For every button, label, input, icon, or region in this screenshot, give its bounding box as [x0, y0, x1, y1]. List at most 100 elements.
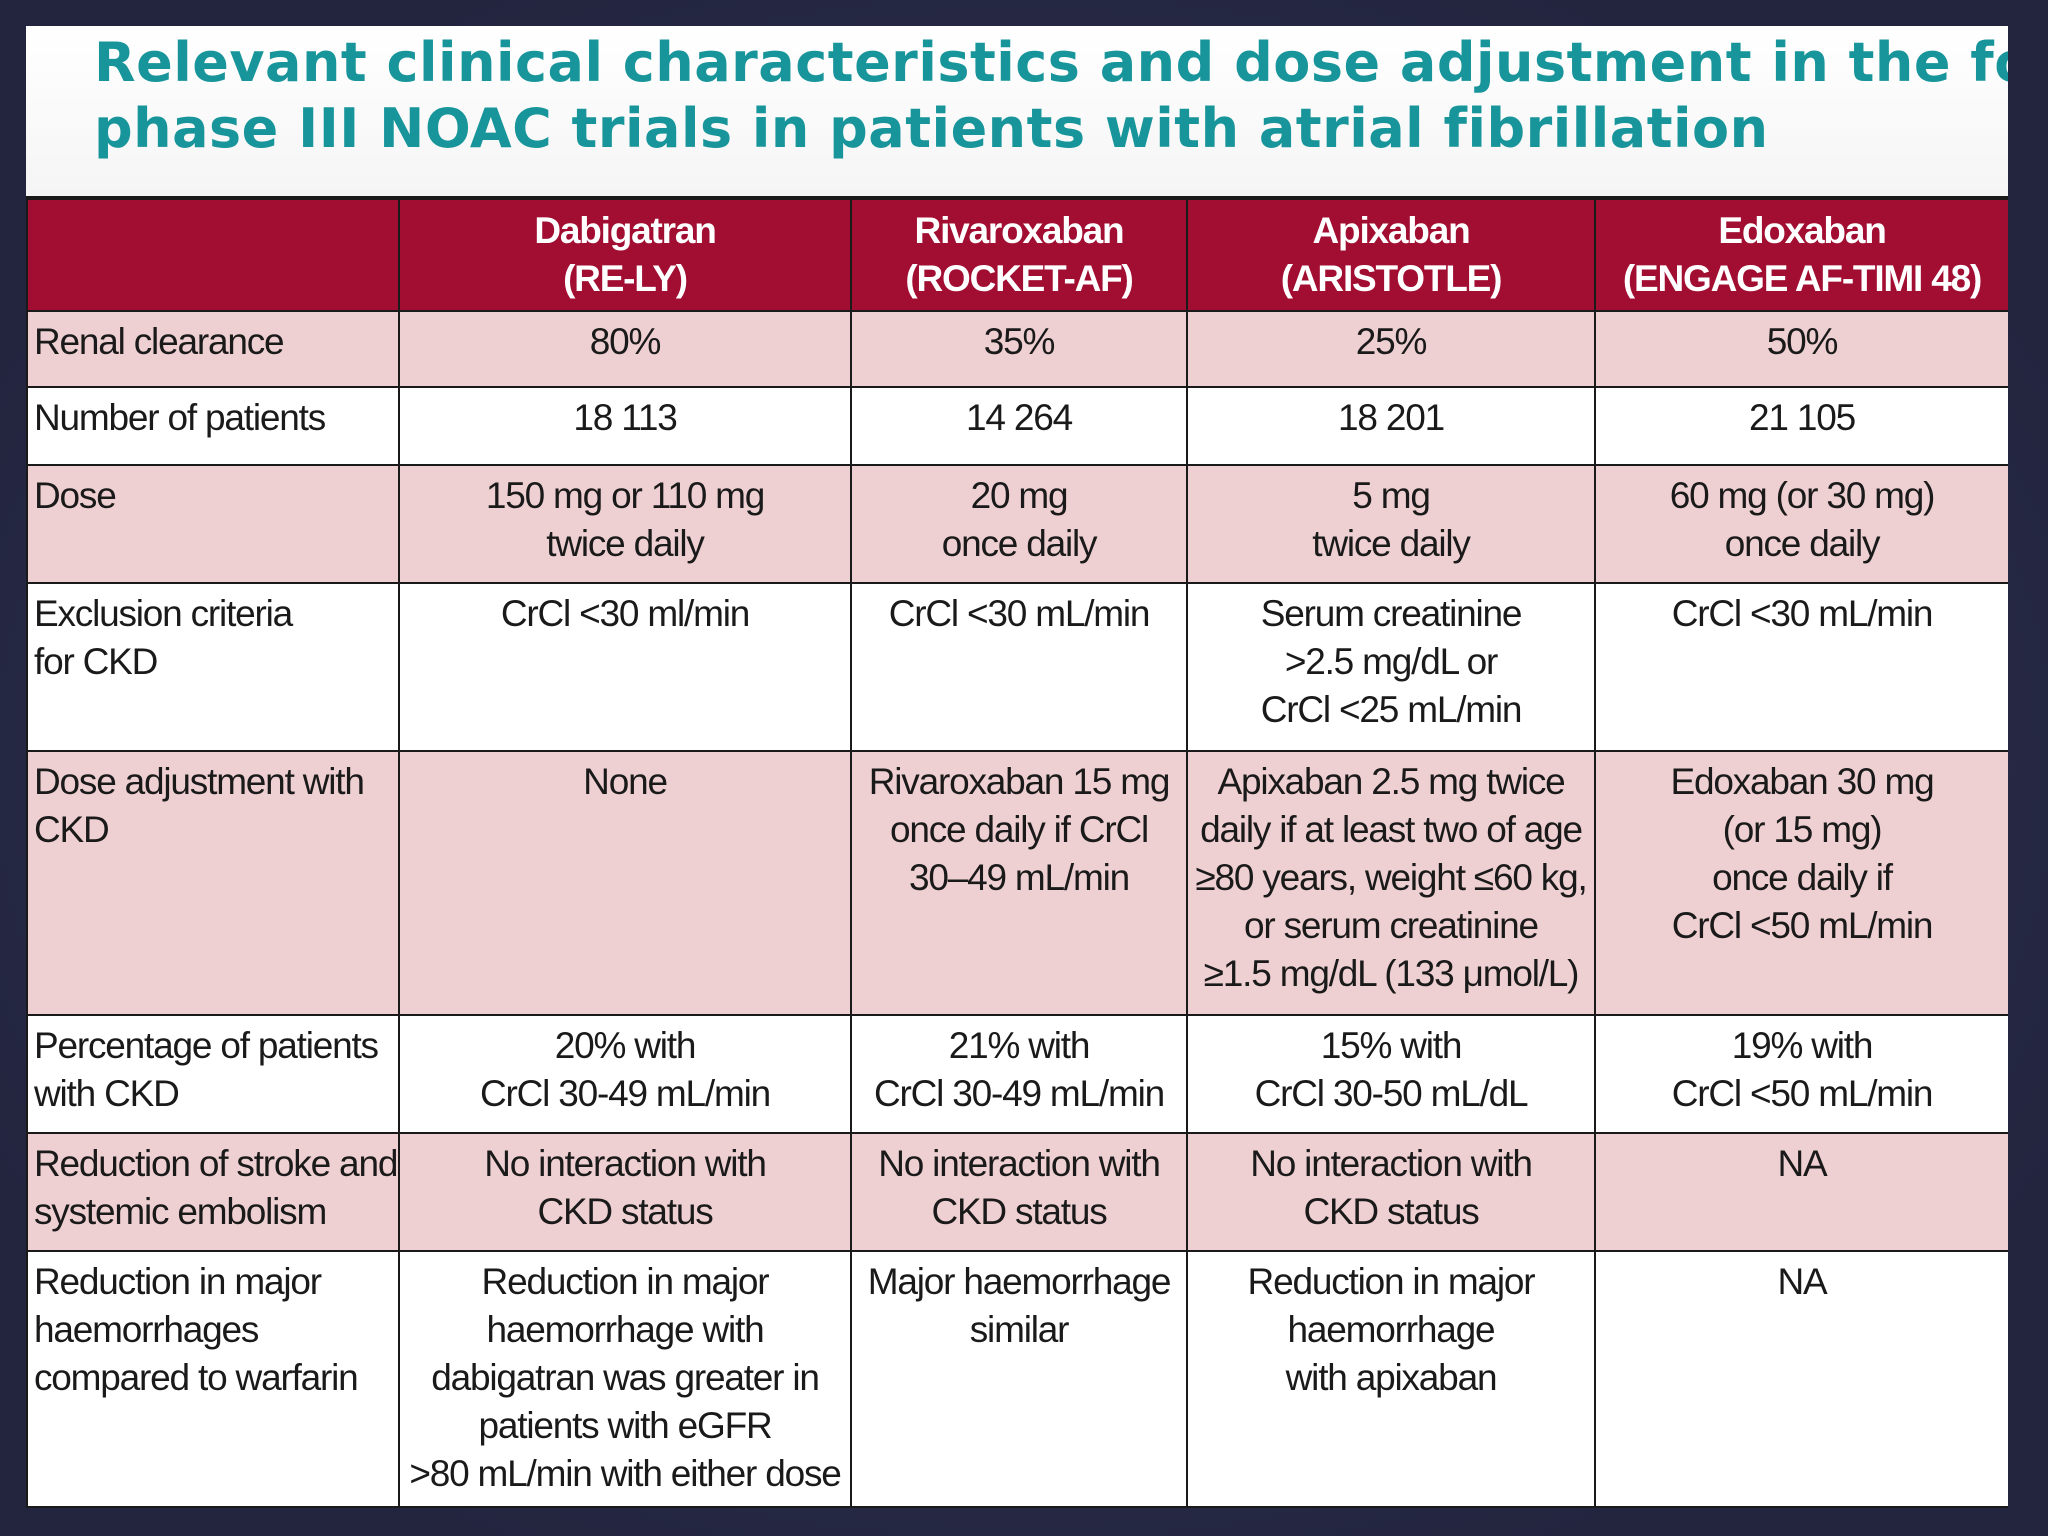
cell-line: 5 mg — [1352, 475, 1431, 516]
cell-line: >2.5 mg/dL or — [1284, 641, 1499, 682]
cell-line: CrCl <30 ml/min — [500, 593, 750, 634]
column-header-drug: Dabigatran — [534, 210, 716, 251]
column-header-rivaroxaban: Rivaroxaban (ROCKET-AF) — [850, 196, 1188, 312]
cell-line: 21% with — [948, 1025, 1091, 1066]
cell-edoxaban: 19% with CrCl <50 mL/min — [1594, 1014, 2008, 1134]
cell-line: patients with eGFR — [478, 1405, 772, 1446]
slide-title-line: Relevant clinical characteristics and do… — [94, 31, 2008, 94]
cell-line: CrCl <30 mL/min — [888, 593, 1151, 634]
cell-line: CrCl 30-49 mL/min — [479, 1073, 771, 1114]
row-number-of-patients: Number of patients 18 113 14 264 18 201 21 1… — [26, 386, 2008, 466]
row-haemorrhage-reduction: Reduction in major haemorrhages compared t… — [26, 1250, 2008, 1508]
cell-line: CrCl 30-49 mL/min — [873, 1073, 1165, 1114]
table-body: Renal clearance 80% 35% 25% 50% Number of pat… — [26, 310, 2008, 1508]
row-percentage-ckd: Percentage of patients with CKD 20% with Cr… — [26, 1014, 2008, 1134]
row-label-cell: Renal clearance — [26, 310, 400, 388]
cell-line: 18 113 — [573, 397, 677, 438]
cell-line: Reduction in major — [1247, 1261, 1536, 1302]
row-stroke-reduction: Reduction of stroke and systemic embolism… — [26, 1132, 2008, 1252]
cell-dabigatran: 18 113 — [398, 386, 852, 466]
cell-edoxaban: NA — [1594, 1250, 2008, 1508]
cell-line: 21 105 — [1749, 397, 1856, 438]
cell-line: NA — [1777, 1143, 1828, 1184]
cell-edoxaban: 50% — [1594, 310, 2008, 388]
cell-line: ≥1.5 mg/dL (133 μmol/L) — [1203, 953, 1580, 994]
row-exclusion-criteria: Exclusion criteria for CKD CrCl <30 ml/min… — [26, 582, 2008, 752]
cell-apixaban: Apixaban 2.5 mg twice daily if at least t… — [1186, 750, 1596, 1016]
cell-rivaroxaban: 20 mg once daily — [850, 464, 1188, 584]
cell-line: haemorrhage with — [486, 1309, 765, 1350]
row-label-line: Exclusion criteria — [34, 593, 293, 634]
cell-apixaban: 18 201 — [1186, 386, 1596, 466]
cell-apixaban: 5 mg twice daily — [1186, 464, 1596, 584]
header-corner-cell — [26, 196, 400, 312]
cell-line: NA — [1777, 1261, 1828, 1302]
noac-trials-table: Dabigatran (RE-LY) Rivaroxaban (ROCKET-A… — [26, 196, 2008, 1508]
cell-rivaroxaban: 14 264 — [850, 386, 1188, 466]
cell-line: once daily if — [1712, 857, 1893, 898]
cell-dabigatran: CrCl <30 ml/min — [398, 582, 852, 752]
cell-line: Reduction in major — [481, 1261, 770, 1302]
row-label-line: Dose adjustment with — [34, 761, 365, 802]
cell-line: similar — [969, 1309, 1070, 1350]
cell-line: 14 264 — [966, 397, 1073, 438]
column-header-dabigatran: Dabigatran (RE-LY) — [398, 196, 852, 312]
cell-rivaroxaban: Rivaroxaban 15 mg once daily if CrCl 30–49… — [850, 750, 1188, 1016]
column-header-trial: (ARISTOTLE) — [1280, 258, 1503, 299]
cell-line: 15% with — [1320, 1025, 1463, 1066]
cell-line: CrCl 30-50 mL/dL — [1254, 1073, 1529, 1114]
cell-line: >80 mL/min with either dose — [409, 1453, 842, 1494]
row-label-line: Dose — [34, 475, 117, 516]
cell-line: None — [583, 761, 668, 802]
row-label-line: Reduction of stroke and — [34, 1143, 398, 1184]
row-label-line: Number of patients — [34, 397, 326, 438]
cell-rivaroxaban: 35% — [850, 310, 1188, 388]
cell-edoxaban: 60 mg (or 30 mg) once daily — [1594, 464, 2008, 584]
row-label-cell: Reduction in major haemorrhages compared t… — [26, 1250, 400, 1508]
row-label-line: CKD — [34, 809, 110, 850]
cell-edoxaban: Edoxaban 30 mg (or 15 mg) once daily if CrC… — [1594, 750, 2008, 1016]
cell-line: dabigatran was greater in — [431, 1357, 820, 1398]
cell-dabigatran: 80% — [398, 310, 852, 388]
cell-line: 150 mg or 110 mg — [485, 475, 766, 516]
cell-line: 25% — [1355, 321, 1428, 362]
cell-line: No interaction with — [878, 1143, 1161, 1184]
cell-line: Rivaroxaban 15 mg — [868, 761, 1171, 802]
row-label-line: compared to warfarin — [34, 1357, 359, 1398]
column-header-apixaban: Apixaban (ARISTOTLE) — [1186, 196, 1596, 312]
row-label-cell: Reduction of stroke and systemic embolism — [26, 1132, 400, 1252]
slide-title: Relevant clinical characteristics and do… — [94, 30, 2008, 162]
row-label-line: Reduction in major — [34, 1261, 322, 1302]
cell-line: 80% — [589, 321, 662, 362]
cell-apixaban: Serum creatinine >2.5 mg/dL or CrCl <25 mL… — [1186, 582, 1596, 752]
cell-edoxaban: 21 105 — [1594, 386, 2008, 466]
cell-apixaban: 25% — [1186, 310, 1596, 388]
cell-line: or serum creatinine — [1244, 905, 1539, 946]
cell-dabigatran: No interaction with CKD status — [398, 1132, 852, 1252]
cell-line: twice daily — [546, 523, 705, 564]
column-header-drug: Edoxaban — [1718, 210, 1886, 251]
row-renal-clearance: Renal clearance 80% 35% 25% 50% — [26, 310, 2008, 388]
header-row: Dabigatran (RE-LY) Rivaroxaban (ROCKET-A… — [26, 196, 2008, 312]
cell-line: 19% with — [1731, 1025, 1874, 1066]
cell-line: 35% — [983, 321, 1056, 362]
cell-line: once daily — [1724, 523, 1881, 564]
cell-rivaroxaban: CrCl <30 mL/min — [850, 582, 1188, 752]
slide-title-line: phase III NOAC trials in patients with a… — [94, 97, 1769, 160]
column-header-trial: (ROCKET-AF) — [905, 258, 1133, 299]
cell-line: 20% with — [554, 1025, 697, 1066]
row-label-line: for CKD — [34, 641, 158, 682]
cell-line: (or 15 mg) — [1722, 809, 1883, 850]
row-dose-adjustment: Dose adjustment with CKD None Rivaroxaban 1… — [26, 750, 2008, 1016]
cell-dabigatran: Reduction in major haemorrhage with dabiga… — [398, 1250, 852, 1508]
column-header-trial: (ENGAGE AF-TIMI 48) — [1622, 258, 1982, 299]
row-label-line: with CKD — [34, 1073, 180, 1114]
cell-line: CrCl <25 mL/min — [1260, 689, 1523, 730]
cell-rivaroxaban: 21% with CrCl 30-49 mL/min — [850, 1014, 1188, 1134]
cell-line: CKD status — [1303, 1191, 1479, 1232]
cell-line: with apixaban — [1285, 1357, 1498, 1398]
cell-edoxaban: NA — [1594, 1132, 2008, 1252]
row-label-cell: Dose — [26, 464, 400, 584]
column-header-drug: Apixaban — [1312, 210, 1471, 251]
row-label-cell: Number of patients — [26, 386, 400, 466]
